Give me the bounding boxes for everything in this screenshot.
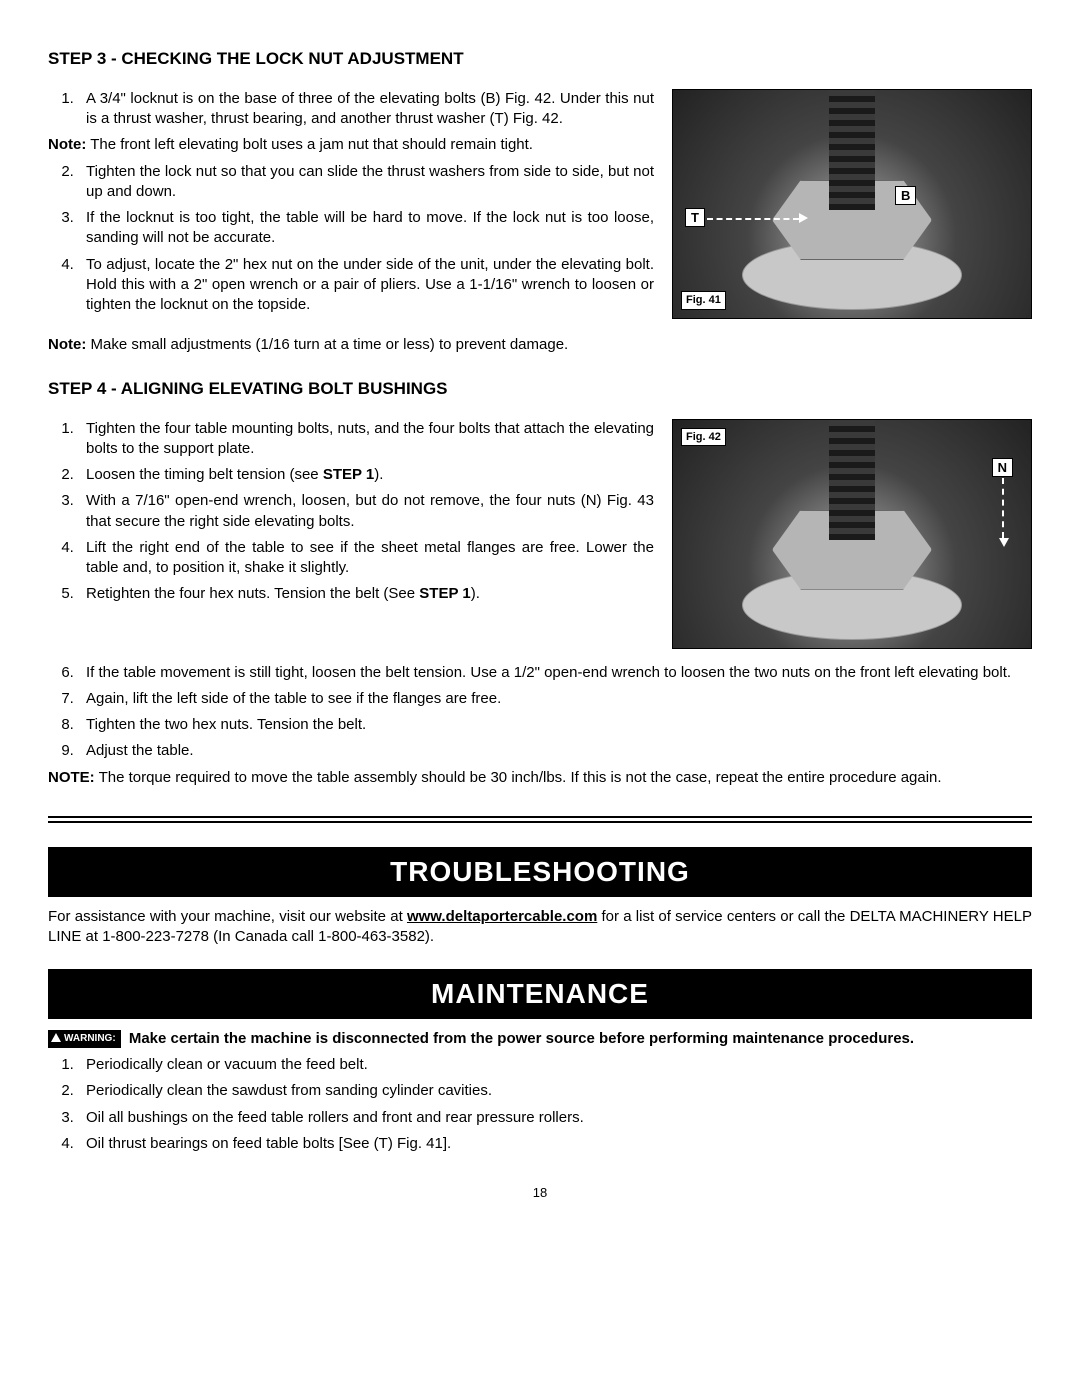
- warning-text: Make certain the machine is disconnected…: [129, 1030, 914, 1047]
- note-label: NOTE:: [48, 769, 95, 786]
- text-a: For assistance with your machine, visit …: [48, 908, 407, 925]
- figure-41-caption: Fig. 41: [681, 291, 726, 310]
- step3-item-3: If the locknut is too tight, the table w…: [78, 208, 654, 249]
- arrow-t: [799, 213, 808, 223]
- step4-item-9: Adjust the table.: [78, 741, 1032, 761]
- maintenance-item-2: Periodically clean the sawdust from sand…: [78, 1081, 1032, 1101]
- step4-item-3: With a 7/16" open-end wrench, loosen, bu…: [78, 491, 654, 532]
- step4-list-b: If the table movement is still tight, lo…: [48, 663, 1032, 762]
- page-number: 18: [48, 1184, 1032, 1202]
- callout-b: B: [895, 186, 916, 206]
- text: Retighten the four hex nuts. Tension the…: [86, 585, 419, 602]
- ref: STEP 1: [419, 585, 470, 602]
- note-text: The front left elevating bolt uses a jam…: [86, 136, 533, 153]
- warning-badge: WARNING:: [48, 1030, 121, 1048]
- note-text: The torque required to move the table as…: [95, 769, 942, 786]
- figure-42: Fig. 42 N: [672, 419, 1032, 649]
- step4-item-7: Again, lift the left side of the table t…: [78, 689, 1032, 709]
- maintenance-item-3: Oil all bushings on the feed table rolle…: [78, 1108, 1032, 1128]
- step4-list-a: Tighten the four table mounting bolts, n…: [48, 419, 654, 605]
- note-text: Make small adjustments (1/16 turn at a t…: [86, 336, 568, 353]
- leader-n: [1002, 478, 1004, 538]
- text: ).: [374, 466, 383, 483]
- figure-42-caption: Fig. 42: [681, 428, 726, 447]
- step3-heading: STEP 3 - CHECKING THE LOCK NUT ADJUSTMEN…: [48, 48, 1032, 71]
- step4-block: Tighten the four table mounting bolts, n…: [48, 419, 1032, 649]
- step3-note: Note: The front left elevating bolt uses…: [48, 135, 654, 155]
- leader-t: [707, 218, 799, 220]
- step3-item-2: Tighten the lock nut so that you can sli…: [78, 162, 654, 203]
- step3-list: A 3/4" locknut is on the base of three o…: [48, 89, 654, 130]
- step3-item-1: A 3/4" locknut is on the base of three o…: [78, 89, 654, 130]
- step3-item-4: To adjust, locate the 2" hex nut on the …: [78, 255, 654, 316]
- ref: STEP 1: [323, 466, 374, 483]
- step3-block: A 3/4" locknut is on the base of three o…: [48, 89, 1032, 322]
- warning-label: WARNING:: [64, 1033, 116, 1044]
- step4-endnote: NOTE: The torque required to move the ta…: [48, 768, 1032, 788]
- troubleshooting-text: For assistance with your machine, visit …: [48, 907, 1032, 948]
- divider-top: [48, 816, 1032, 818]
- text: Loosen the timing belt tension (see: [86, 466, 323, 483]
- step3-text-column: A 3/4" locknut is on the base of three o…: [48, 89, 654, 322]
- figure-bolt: [829, 90, 875, 210]
- callout-n: N: [992, 458, 1013, 478]
- arrow-n: [999, 538, 1009, 547]
- troubleshooting-banner: TROUBLESHOOTING: [48, 847, 1032, 897]
- warning-triangle-icon: [51, 1033, 61, 1042]
- website-link[interactable]: www.deltaportercable.com: [407, 908, 597, 925]
- text: ).: [471, 585, 480, 602]
- step4-item-5: Retighten the four hex nuts. Tension the…: [78, 584, 654, 604]
- step3-full-note: Note: Make small adjustments (1/16 turn …: [48, 335, 1032, 355]
- step4-item-8: Tighten the two hex nuts. Tension the be…: [78, 715, 1032, 735]
- step4-item-4: Lift the right end of the table to see i…: [78, 538, 654, 579]
- step4-heading: STEP 4 - ALIGNING ELEVATING BOLT BUSHING…: [48, 378, 1032, 401]
- step4-item-6: If the table movement is still tight, lo…: [78, 663, 1032, 683]
- step3-list-cont: Tighten the lock nut so that you can sli…: [48, 162, 654, 316]
- step4-text-column: Tighten the four table mounting bolts, n…: [48, 419, 654, 649]
- callout-t: T: [685, 208, 705, 228]
- step4-item-1: Tighten the four table mounting bolts, n…: [78, 419, 654, 460]
- step4-item-2: Loosen the timing belt tension (see STEP…: [78, 465, 654, 485]
- figure-bolt: [829, 420, 875, 540]
- note-label: Note:: [48, 336, 86, 353]
- maintenance-banner: MAINTENANCE: [48, 969, 1032, 1019]
- note-label: Note:: [48, 136, 86, 153]
- divider-bottom: [48, 821, 1032, 823]
- step4-figure-column: Fig. 42 N: [672, 419, 1032, 649]
- maintenance-warning: WARNING: Make certain the machine is dis…: [48, 1029, 1032, 1049]
- maintenance-item-1: Periodically clean or vacuum the feed be…: [78, 1055, 1032, 1075]
- maintenance-item-4: Oil thrust bearings on feed table bolts …: [78, 1134, 1032, 1154]
- maintenance-list: Periodically clean or vacuum the feed be…: [48, 1055, 1032, 1154]
- step3-figure-column: T B Fig. 41: [672, 89, 1032, 322]
- figure-41: T B Fig. 41: [672, 89, 1032, 319]
